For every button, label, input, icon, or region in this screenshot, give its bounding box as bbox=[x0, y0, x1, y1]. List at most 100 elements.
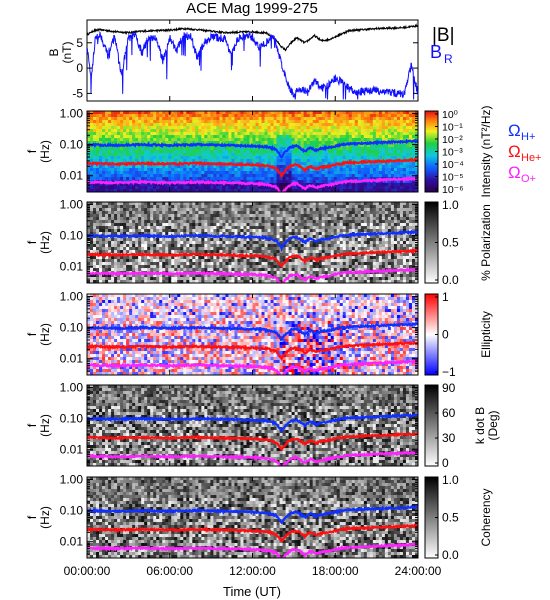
spectrogram-cell bbox=[261, 120, 266, 124]
spectrogram-cell bbox=[189, 274, 193, 278]
spectrogram-cell bbox=[396, 135, 401, 139]
spectrogram-cell bbox=[171, 186, 175, 190]
spectrogram-cell bbox=[105, 244, 109, 248]
spectrogram-cell bbox=[228, 141, 233, 145]
spectrogram-cell bbox=[147, 171, 151, 175]
spectrogram-cell bbox=[399, 120, 404, 124]
spectrogram-cell bbox=[303, 180, 308, 184]
spectrogram-cell bbox=[111, 244, 115, 248]
spectrogram-cell bbox=[306, 126, 311, 130]
spectrogram-cell bbox=[216, 265, 220, 269]
spectrogram-cell bbox=[189, 135, 193, 139]
spectrogram-cell bbox=[129, 165, 133, 169]
spectrogram-cell bbox=[102, 189, 106, 192]
spectrogram-cell bbox=[375, 156, 380, 160]
spectrogram-cell bbox=[234, 211, 239, 215]
spectrogram-cell bbox=[147, 147, 151, 151]
spectrogram-cell bbox=[291, 171, 296, 175]
spectrogram-cell bbox=[120, 214, 124, 218]
spectrogram-cell bbox=[327, 153, 332, 157]
spectrogram-cell bbox=[210, 259, 214, 263]
spectrogram-cell bbox=[288, 168, 293, 172]
spectrogram-cell bbox=[99, 205, 103, 209]
spectrogram-cell bbox=[414, 120, 418, 124]
spectrogram-cell bbox=[351, 156, 356, 160]
spectrogram-cell bbox=[207, 250, 211, 254]
spectrogram-cell bbox=[180, 256, 184, 260]
spectrogram-cell bbox=[270, 141, 275, 145]
spectrogram-cell bbox=[135, 214, 139, 218]
spectrogram-cell bbox=[255, 220, 260, 224]
spectrogram-cell bbox=[414, 123, 418, 127]
spectrogram-cell bbox=[180, 268, 184, 272]
spectrogram-cell bbox=[384, 183, 389, 187]
spectrogram-cell bbox=[333, 141, 338, 145]
spectrogram-cell bbox=[141, 159, 145, 163]
spectrogram-cell bbox=[111, 220, 115, 224]
spectrogram-cell bbox=[210, 126, 214, 130]
spectrogram-cell bbox=[219, 135, 224, 139]
spectrogram-cell bbox=[321, 111, 326, 115]
spectrogram-cell bbox=[261, 271, 266, 275]
spectrogram-cell bbox=[363, 177, 368, 181]
spectrogram-cell bbox=[276, 183, 281, 187]
spectrogram-cell bbox=[213, 189, 217, 192]
spectrogram-cell bbox=[159, 114, 163, 118]
spectrogram-cell bbox=[216, 156, 220, 160]
spectrogram-cell bbox=[213, 150, 217, 154]
spectrogram-cell bbox=[132, 120, 136, 124]
spectrogram-cell bbox=[108, 244, 112, 248]
spectrogram-cell bbox=[297, 114, 302, 118]
spectrogram-cell bbox=[267, 150, 272, 154]
spectrogram-cell bbox=[252, 217, 257, 221]
spectrogram-cell bbox=[234, 156, 239, 160]
y-tick-label: 0.10 bbox=[60, 138, 84, 152]
spectrogram-cell bbox=[249, 247, 254, 251]
spectrogram-cell bbox=[147, 241, 151, 245]
spectrogram-cell bbox=[366, 135, 371, 139]
spectrogram-cell bbox=[108, 123, 112, 127]
spectrogram-cell bbox=[360, 147, 365, 151]
spectrogram-cell bbox=[363, 144, 368, 148]
spectrogram-cell bbox=[222, 177, 227, 181]
spectrogram-cell bbox=[252, 189, 257, 192]
spectrogram-cell bbox=[213, 214, 217, 218]
spectrogram-cell bbox=[411, 126, 416, 130]
spectrogram-cell bbox=[366, 147, 371, 151]
spectrogram-cell bbox=[147, 223, 151, 227]
spectrogram-cell bbox=[105, 165, 109, 169]
spectrogram-cell bbox=[207, 214, 211, 218]
spectrogram-cell bbox=[318, 132, 323, 136]
spectrogram-cell bbox=[342, 153, 347, 157]
spectrogram-cell bbox=[297, 156, 302, 160]
spectrogram-cell bbox=[189, 244, 193, 248]
y-axis-unit: (nT) bbox=[60, 42, 74, 64]
spectrogram-cell bbox=[126, 186, 130, 190]
spectrogram-cell bbox=[93, 111, 97, 115]
spectrogram-cell bbox=[222, 138, 227, 142]
spectrogram-cell bbox=[390, 129, 395, 133]
spectrogram-cell bbox=[180, 214, 184, 218]
spectrogram-cell bbox=[339, 120, 344, 124]
spectrogram-cell bbox=[219, 280, 224, 283]
spectrogram-cell bbox=[123, 147, 127, 151]
spectrogram-cell bbox=[111, 174, 115, 178]
spectrogram-cell bbox=[237, 244, 242, 248]
spectrogram-cell bbox=[129, 223, 133, 227]
spectrogram-cell bbox=[87, 132, 91, 136]
spectrogram-cell bbox=[288, 268, 293, 272]
spectrogram-cell bbox=[111, 280, 115, 283]
spectrogram-cell bbox=[414, 147, 418, 151]
spectrogram-cell bbox=[270, 180, 275, 184]
spectrogram-cell bbox=[135, 153, 139, 157]
spectrogram-cell bbox=[327, 129, 332, 133]
spectrogram-cell bbox=[228, 250, 233, 254]
spectrogram-cell bbox=[198, 259, 202, 263]
spectrogram-cell bbox=[252, 141, 257, 145]
spectrogram-cell bbox=[198, 211, 202, 215]
spectrogram-cell bbox=[213, 123, 217, 127]
spectrogram-cell bbox=[186, 262, 190, 266]
spectrogram-cell bbox=[174, 238, 178, 242]
spectrogram-cell bbox=[207, 232, 211, 236]
spectrogram-cell bbox=[150, 214, 154, 218]
